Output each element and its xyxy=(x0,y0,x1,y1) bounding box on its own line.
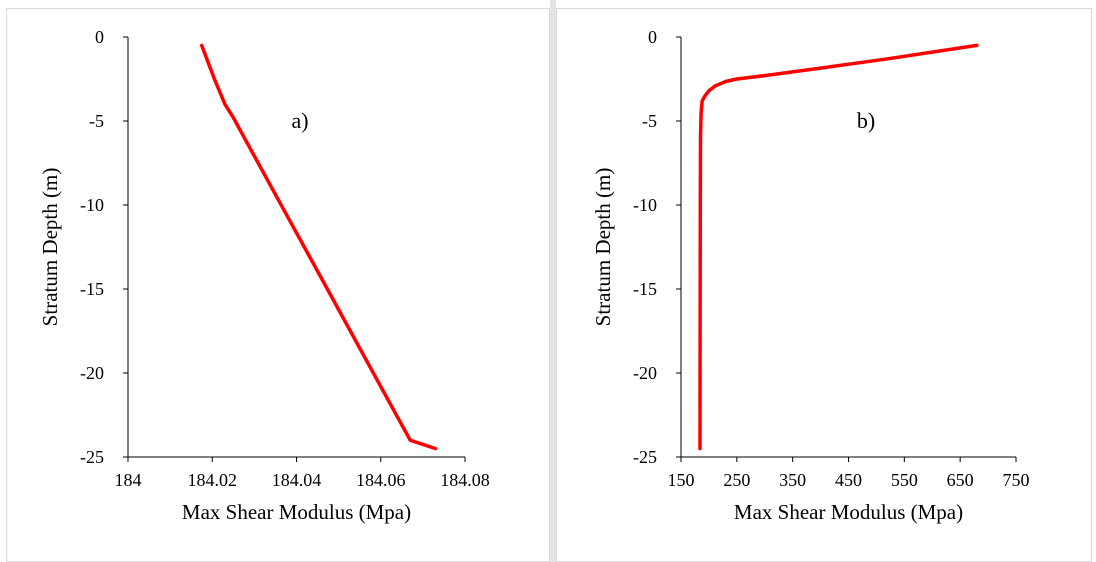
y-tick-label: -25 xyxy=(633,447,657,467)
y-tick-label: -20 xyxy=(80,363,104,383)
chart-panel-a: 0 -5 -10 -15 -20 -25 184 184.02 184.04 184.06 184.… xyxy=(38,27,490,524)
chart-panel-b: 0 -5 -10 -15 -20 -25 150 250 350 450 550 650 750 Max … xyxy=(591,27,1030,524)
y-tick-label: -10 xyxy=(80,195,104,215)
x-tick-label: 650 xyxy=(947,470,974,490)
y-tick-label: -20 xyxy=(633,363,657,383)
x-tick-label: 350 xyxy=(779,470,806,490)
x-tick-label: 184 xyxy=(115,470,142,490)
y-tick-label: -5 xyxy=(89,111,104,131)
x-axis-label: Max Shear Modulus (Mpa) xyxy=(182,500,411,524)
x-tick-label: 250 xyxy=(723,470,750,490)
panel-separator xyxy=(550,0,556,562)
y-tick-label: 0 xyxy=(95,27,104,47)
x-tick-label: 184.08 xyxy=(440,470,490,490)
y-tick-label: -15 xyxy=(633,279,657,299)
panel-label: a) xyxy=(291,108,308,133)
x-tick-label: 450 xyxy=(835,470,862,490)
y-tick-label: 0 xyxy=(648,27,657,47)
y-tick-label: -5 xyxy=(642,111,657,131)
x-tick-label: 750 xyxy=(1003,470,1030,490)
x-tick-label: 550 xyxy=(891,470,918,490)
panel-label: b) xyxy=(857,108,875,133)
x-tick-label: 184.02 xyxy=(188,470,238,490)
series-line xyxy=(199,43,438,451)
y-tick-label: -10 xyxy=(633,195,657,215)
x-tick-label: 184.04 xyxy=(272,470,322,490)
x-tick-label: 184.06 xyxy=(356,470,406,490)
y-tick-label: -15 xyxy=(80,279,104,299)
y-axis-label: Stratum Depth (m) xyxy=(38,168,62,327)
series-line xyxy=(698,43,979,451)
y-tick-label: -25 xyxy=(80,447,104,467)
y-axis-label: Stratum Depth (m) xyxy=(591,168,615,327)
x-tick-label: 150 xyxy=(668,470,695,490)
x-axis-label: Max Shear Modulus (Mpa) xyxy=(734,500,963,524)
